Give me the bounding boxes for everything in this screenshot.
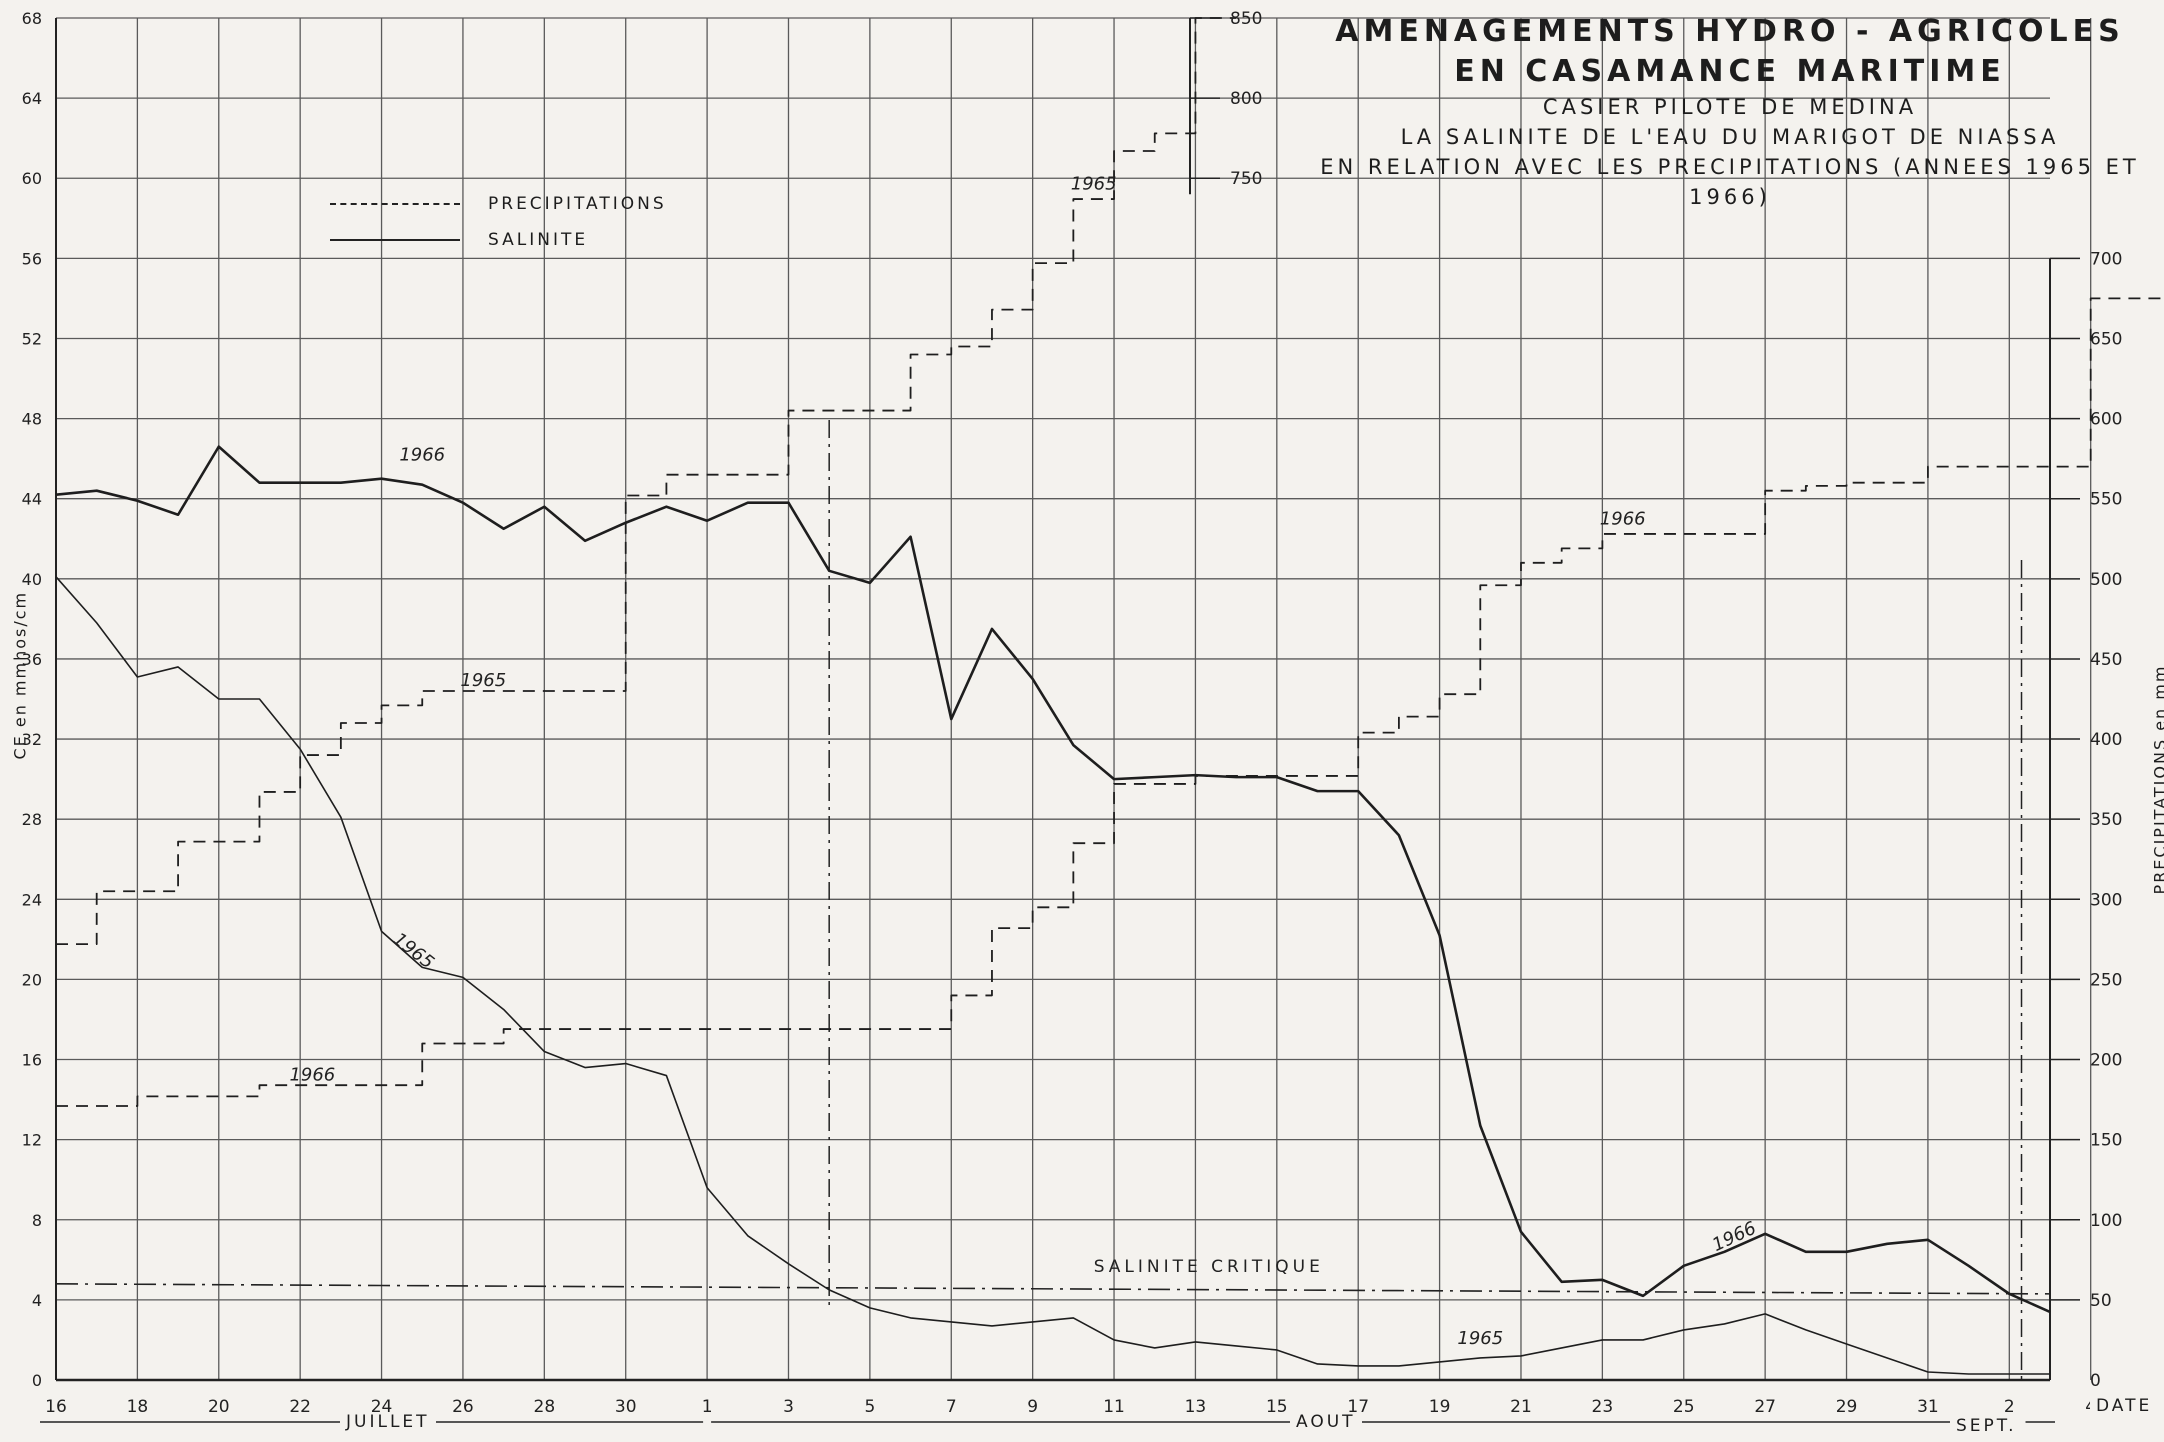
x-tick-label: 1 bbox=[702, 1397, 713, 1417]
y-right-tick-label: 850 bbox=[1230, 9, 1262, 29]
y-left-tick-label: 8 bbox=[32, 1211, 42, 1230]
y-right-tick-label: 500 bbox=[2090, 570, 2122, 590]
y-left-tick-label: 48 bbox=[22, 410, 42, 429]
x-tick-label: 23 bbox=[1592, 1397, 1614, 1417]
y-left-tick-label: 64 bbox=[22, 89, 42, 108]
chart-title-line-2: EN CASAMANCE MARITIME bbox=[1454, 54, 2006, 89]
y-right-tick-label: 0 bbox=[2090, 1371, 2101, 1391]
series-year-label: 1965 bbox=[460, 670, 506, 691]
y-left-tick-label: 20 bbox=[22, 970, 42, 989]
legend: PRECIPITATIONS SALINITE bbox=[330, 186, 667, 258]
y-left-tick-label: 24 bbox=[22, 890, 42, 909]
chart-title-line-4: LA SALINITE DE L'EAU DU MARIGOT DE NIASS… bbox=[1400, 125, 2060, 149]
x-tick-label: 19 bbox=[1429, 1397, 1451, 1417]
month-label-juillet: JUILLET bbox=[340, 1412, 436, 1432]
y-left-tick-label: 60 bbox=[22, 169, 42, 188]
x-tick-label: 13 bbox=[1185, 1397, 1207, 1417]
y-right-tick-label: 350 bbox=[2090, 810, 2122, 830]
legend-item-salinity: SALINITE bbox=[330, 222, 667, 258]
chart-title-block: AMENAGEMENTS HYDRO - AGRICOLES EN CASAMA… bbox=[1300, 12, 2160, 212]
chart-title-line-3: CASIER PILOTE DE MEDINA bbox=[1542, 95, 1918, 119]
x-tick-label: 5 bbox=[864, 1397, 875, 1417]
y-right-tick-label: 150 bbox=[2090, 1131, 2122, 1151]
legend-swatch-solid bbox=[330, 239, 460, 241]
y-left-tick-label: 16 bbox=[22, 1051, 42, 1070]
month-label-sept: SEPT. bbox=[1950, 1416, 2023, 1436]
critical-salinity-label: SALINITE CRITIQUE bbox=[1094, 1257, 1324, 1277]
series-line-salinite-1965 bbox=[55, 576, 2050, 1375]
x-tick-label: 16 bbox=[45, 1397, 67, 1417]
series-year-label: 1965 bbox=[1071, 173, 1117, 194]
x-tick-label: 2 bbox=[2004, 1397, 2015, 1417]
x-tick-label: 31 bbox=[1917, 1397, 1939, 1417]
chart-marks bbox=[40, 17, 2164, 1423]
chart-grid bbox=[55, 17, 2092, 1382]
chart-title-line-1: AMENAGEMENTS HYDRO - AGRICOLES bbox=[1335, 14, 2125, 49]
chart-labels: 16 18 20 22 24 26 28 30 1 3 5 7 9 11 13 15 17 19 21 23 25 27 2… bbox=[22, 9, 2123, 1417]
legend-swatch-dashed bbox=[330, 203, 460, 205]
y-right-tick-label: 250 bbox=[2090, 970, 2122, 990]
left-axis-label: CE en mmhos/cm bbox=[10, 590, 30, 760]
x-tick-label: 27 bbox=[1754, 1397, 1776, 1417]
legend-label-salinity: SALINITE bbox=[488, 230, 589, 250]
y-right-tick-label: 800 bbox=[1230, 89, 1262, 109]
right-axis-label: PRECIPITATIONS en mm bbox=[2150, 664, 2164, 895]
y-right-tick-label: 550 bbox=[2090, 490, 2122, 510]
x-tick-label: 22 bbox=[289, 1397, 311, 1417]
series-year-label: 1965 bbox=[1457, 1328, 1503, 1349]
series-line-precipitations-1966 bbox=[56, 297, 2164, 1107]
month-label-aout: AOUT bbox=[1290, 1412, 1362, 1432]
y-right-tick-label: 400 bbox=[2090, 730, 2122, 750]
y-left-tick-label: 28 bbox=[22, 810, 42, 829]
y-left-tick-label: 32 bbox=[22, 730, 42, 749]
y-right-tick-label: 300 bbox=[2090, 890, 2122, 910]
x-tick-label: 28 bbox=[534, 1397, 556, 1417]
y-right-tick-label: 700 bbox=[2090, 249, 2122, 269]
y-left-tick-label: 4 bbox=[32, 1291, 42, 1310]
x-tick-label: 15 bbox=[1266, 1397, 1288, 1417]
y-left-tick-label: 44 bbox=[22, 490, 42, 509]
series-year-label: 1966 bbox=[1709, 1218, 1759, 1256]
y-right-tick-label: 600 bbox=[2090, 410, 2122, 430]
series-year-label: 1966 bbox=[289, 1064, 335, 1085]
x-tick-label: 7 bbox=[946, 1397, 957, 1417]
y-left-tick-label: 0 bbox=[32, 1371, 42, 1390]
y-right-tick-label: 750 bbox=[1230, 169, 1262, 189]
legend-label-precipitations: PRECIPITATIONS bbox=[488, 194, 667, 214]
y-right-tick-label: 650 bbox=[2090, 329, 2122, 349]
series-year-label: 1965 bbox=[389, 929, 438, 974]
y-left-tick-label: 52 bbox=[22, 329, 42, 348]
y-left-tick-label: 40 bbox=[22, 570, 42, 589]
x-axis-label-date: DATE bbox=[2090, 1396, 2159, 1416]
y-right-tick-label: 200 bbox=[2090, 1051, 2122, 1071]
x-tick-label: 30 bbox=[615, 1397, 637, 1417]
y-left-tick-label: 36 bbox=[22, 650, 42, 669]
y-right-tick-label: 450 bbox=[2090, 650, 2122, 670]
series-year-label: 1966 bbox=[1600, 508, 1646, 529]
y-right-tick-label: 100 bbox=[2090, 1211, 2122, 1231]
x-tick-label: 3 bbox=[783, 1397, 794, 1417]
x-tick-label: 21 bbox=[1510, 1397, 1532, 1417]
series-line-salinite-1966 bbox=[55, 445, 2051, 1314]
x-tick-label: 20 bbox=[208, 1397, 230, 1417]
x-tick-label: 18 bbox=[127, 1397, 149, 1417]
series-year-label: 1966 bbox=[399, 445, 445, 466]
y-left-tick-label: 68 bbox=[22, 9, 42, 28]
critical-salinity-line bbox=[55, 1283, 2051, 1295]
x-tick-label: 9 bbox=[1027, 1397, 1038, 1417]
x-tick-label: 29 bbox=[1836, 1397, 1858, 1417]
y-left-tick-label: 56 bbox=[22, 249, 42, 268]
series-line-precipitations-1965 bbox=[56, 17, 1237, 946]
x-tick-label: 26 bbox=[452, 1397, 474, 1417]
x-tick-label: 25 bbox=[1673, 1397, 1695, 1417]
x-tick-label: 11 bbox=[1103, 1397, 1125, 1417]
chart-title-line-5: EN RELATION AVEC LES PRECIPITATIONS (ANN… bbox=[1320, 155, 2140, 209]
y-right-tick-label: 50 bbox=[2090, 1291, 2112, 1311]
y-left-tick-label: 12 bbox=[22, 1131, 42, 1150]
legend-item-precipitations: PRECIPITATIONS bbox=[330, 186, 667, 222]
